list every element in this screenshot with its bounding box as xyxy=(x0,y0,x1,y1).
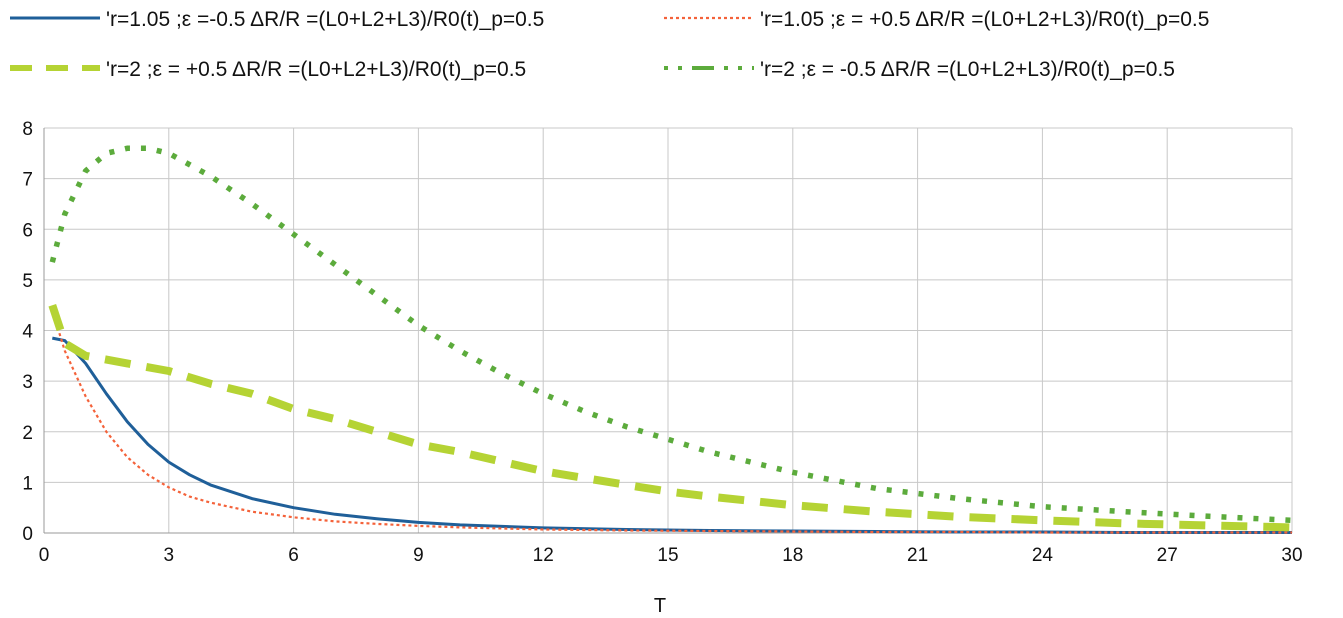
legend-item-2: 'r=1.05 ;ε = +0.5 ΔR/R =(L0+L2+L3)/R0(t)… xyxy=(664,8,1209,31)
y-tick-label: 1 xyxy=(22,473,33,494)
x-tick-label: 27 xyxy=(1157,545,1178,566)
y-tick-label: 3 xyxy=(22,372,33,393)
series-line-1 xyxy=(52,336,1292,534)
legend-item-1: 'r=1.05 ;ε =-0.5 ΔR/R =(L0+L2+L3)/R0(t)_… xyxy=(10,8,544,31)
x-tick-label: 18 xyxy=(782,545,803,566)
x-tick-label: 12 xyxy=(533,545,554,566)
legend: 'r=1.05 ;ε =-0.5 ΔR/R =(L0+L2+L3)/R0(t)_… xyxy=(10,8,1209,81)
y-tick-label: 5 xyxy=(22,271,33,292)
legend-label-series-1: 'r=1.05 ;ε =-0.5 ΔR/R =(L0+L2+L3)/R0(t)_… xyxy=(106,8,544,31)
x-tick-label: 21 xyxy=(907,545,928,566)
y-tick-label: 8 xyxy=(22,119,33,140)
x-axis-title: T xyxy=(654,595,666,617)
y-tick-label: 0 xyxy=(22,524,33,545)
legend-label-series-3: 'r=2 ;ε = +0.5 ΔR/R =(L0+L2+L3)/R0(t)_p=… xyxy=(106,58,526,81)
legend-label-series-2: 'r=1.05 ;ε = +0.5 ΔR/R =(L0+L2+L3)/R0(t)… xyxy=(760,8,1209,31)
x-tick-label: 9 xyxy=(413,545,424,566)
x-tick-label: 24 xyxy=(1032,545,1054,566)
x-tick-label: 0 xyxy=(39,545,50,566)
legend-item-4: 'r=2 ;ε = -0.5 ΔR/R =(L0+L2+L3)/R0(t)_p=… xyxy=(664,58,1175,81)
x-tick-label: 3 xyxy=(164,545,175,566)
y-tick-label: 2 xyxy=(22,423,33,444)
x-tick-label: 6 xyxy=(288,545,299,566)
series-line-3 xyxy=(48,303,1293,532)
x-tick-label: 30 xyxy=(1281,545,1302,566)
y-tick-label: 4 xyxy=(22,322,33,343)
legend-label-series-4: 'r=2 ;ε = -0.5 ΔR/R =(L0+L2+L3)/R0(t)_p=… xyxy=(760,58,1175,81)
x-tick-label: 15 xyxy=(657,545,678,566)
series-line-4 xyxy=(49,145,1293,524)
series-line-2 xyxy=(51,309,1292,534)
legend-item-3: 'r=2 ;ε = +0.5 ΔR/R =(L0+L2+L3)/R0(t)_p=… xyxy=(10,58,526,81)
y-tick-label: 6 xyxy=(22,220,33,241)
y-tick-label: 7 xyxy=(22,170,33,191)
